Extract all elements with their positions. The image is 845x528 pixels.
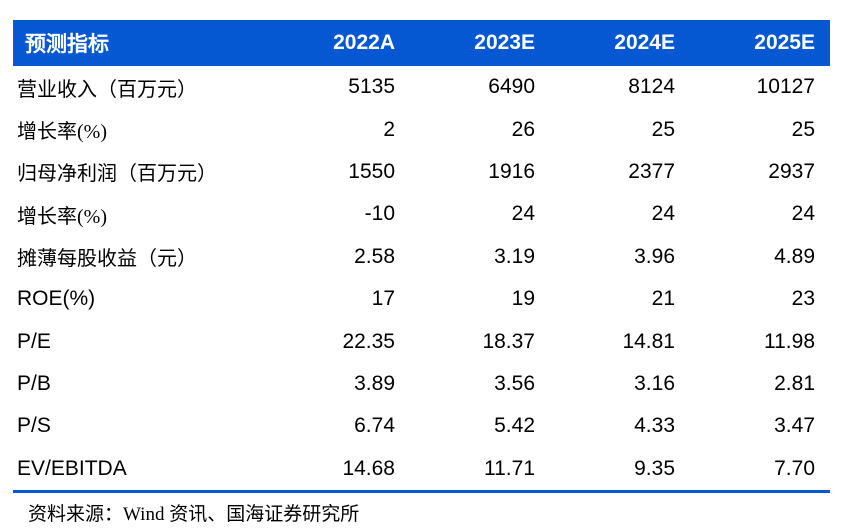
table-row-revenue-growth: 增长率(%) 2 26 25 25 xyxy=(13,108,830,150)
cell-value: 22.35 xyxy=(342,329,395,353)
cell-value: 11.98 xyxy=(764,329,815,353)
cell-value: 3.89 xyxy=(354,371,395,395)
table-body: 营业收入（百万元） 5135 6490 8124 10127 增长率(%) 2 … xyxy=(13,66,830,491)
table-row-ps: P/S 6.74 5.42 4.33 3.47 xyxy=(13,405,830,447)
header-year-2024e: 2024E xyxy=(550,20,690,66)
row-label: EV/EBITDA xyxy=(17,456,127,480)
cell-value: 1916 xyxy=(488,159,535,183)
cell-value: 26 xyxy=(511,117,535,141)
cell-value: 5.42 xyxy=(494,414,535,438)
cell-value: 24 xyxy=(511,202,535,226)
cell-value: -10 xyxy=(364,202,395,226)
table-row-revenue: 营业收入（百万元） 5135 6490 8124 10127 xyxy=(13,66,830,108)
cell-value: 2 xyxy=(383,117,395,141)
cell-value: 14.68 xyxy=(342,456,395,480)
cell-value: 9.35 xyxy=(634,456,675,480)
forecast-table: 预测指标 2022A 2023E 2024E 2025E 营业收入（百万元） 5… xyxy=(13,20,830,493)
table-row-pe: P/E 22.35 18.37 14.81 11.98 xyxy=(13,320,830,362)
cell-value: 19 xyxy=(511,287,535,311)
cell-value: 8124 xyxy=(628,75,675,99)
table-row-roe: ROE(%) 17 19 21 23 xyxy=(13,278,830,320)
header-row: 预测指标 2022A 2023E 2024E 2025E xyxy=(13,20,830,66)
cell-value: 25 xyxy=(791,117,815,141)
cell-value: 5135 xyxy=(348,75,395,99)
header-year-2025e: 2025E xyxy=(690,20,830,66)
row-label: P/E xyxy=(17,329,51,353)
cell-value: 2.58 xyxy=(354,244,395,268)
data-source-note: 资料来源：Wind 资讯、国海证券研究所 xyxy=(28,503,360,525)
row-label: 增长率(%) xyxy=(17,205,107,228)
table-row-ev-ebitda: EV/EBITDA 14.68 11.71 9.35 7.70 xyxy=(13,448,830,492)
cell-value: 1550 xyxy=(348,159,395,183)
row-label: P/B xyxy=(17,371,51,395)
cell-value: 4.33 xyxy=(634,414,675,438)
cell-value: 14.81 xyxy=(622,329,675,353)
table-row-diluted-eps: 摊薄每股收益（元） 2.58 3.19 3.96 4.89 xyxy=(13,236,830,278)
row-label: 归母净利润（百万元） xyxy=(17,163,217,186)
cell-value: 2377 xyxy=(628,159,675,183)
table-row-profit-growth: 增长率(%) -10 24 24 24 xyxy=(13,193,830,235)
cell-value: 24 xyxy=(791,202,815,226)
cell-value: 2.81 xyxy=(774,371,815,395)
cell-value: 6.74 xyxy=(354,414,395,438)
cell-value: 24 xyxy=(651,202,675,226)
row-label: 增长率(%) xyxy=(17,121,107,144)
cell-value: 4.89 xyxy=(774,244,815,268)
cell-value: 3.96 xyxy=(634,244,675,268)
cell-value: 6490 xyxy=(488,75,535,99)
cell-value: 3.16 xyxy=(634,371,675,395)
cell-value: 3.47 xyxy=(774,414,815,438)
cell-value: 17 xyxy=(371,287,395,311)
row-label: P/S xyxy=(17,414,51,438)
cell-value: 11.71 xyxy=(484,456,535,480)
header-year-2023e: 2023E xyxy=(410,20,550,66)
table-row-pb: P/B 3.89 3.56 3.16 2.81 xyxy=(13,363,830,405)
row-label: 摊薄每股收益（元） xyxy=(17,248,197,271)
cell-value: 7.70 xyxy=(774,456,815,480)
cell-value: 23 xyxy=(791,287,815,311)
cell-value: 3.19 xyxy=(494,244,535,268)
table-row-net-profit: 归母净利润（百万元） 1550 1916 2377 2937 xyxy=(13,151,830,193)
cell-value: 3.56 xyxy=(494,371,535,395)
cell-value: 10127 xyxy=(756,75,815,99)
cell-value: 25 xyxy=(651,117,675,141)
table-header: 预测指标 2022A 2023E 2024E 2025E xyxy=(13,20,830,66)
header-year-2022a: 2022A xyxy=(270,20,410,66)
header-indicator: 预测指标 xyxy=(13,20,270,66)
row-label: 营业收入（百万元） xyxy=(17,78,197,101)
cell-value: 21 xyxy=(651,287,675,311)
row-label: ROE(%) xyxy=(17,287,96,311)
cell-value: 18.37 xyxy=(482,329,535,353)
forecast-table-container: 预测指标 2022A 2023E 2024E 2025E 营业收入（百万元） 5… xyxy=(13,20,830,528)
cell-value: 2937 xyxy=(768,159,815,183)
